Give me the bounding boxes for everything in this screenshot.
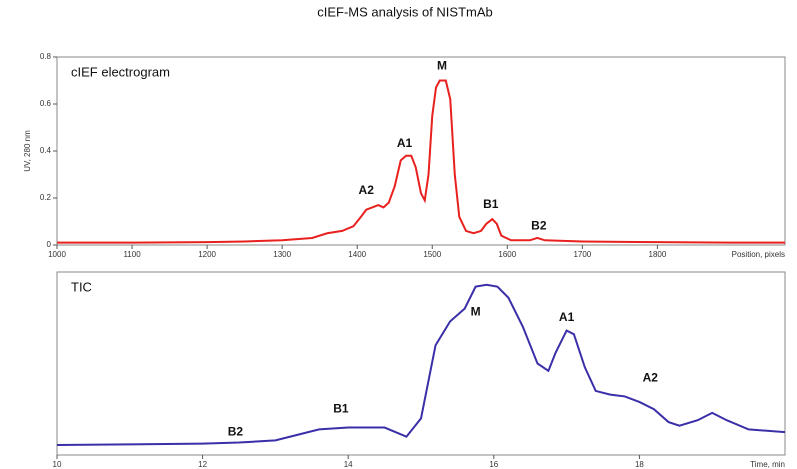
y-tick-label: 0.4 — [40, 146, 52, 155]
plot-frame — [56, 271, 786, 456]
x-tick-label: 1300 — [273, 250, 291, 259]
peak-label: M — [437, 59, 447, 73]
x-tick-label: 14 — [344, 460, 353, 469]
y-tick-label: 0.8 — [40, 52, 52, 61]
peak-label: B1 — [333, 401, 349, 415]
panel-label: cIEF electrogram — [71, 64, 170, 79]
x-tick-label: 1000 — [48, 250, 66, 259]
peak-label: A2 — [643, 370, 659, 384]
trace — [56, 283, 786, 446]
x-tick-label: 18 — [635, 460, 644, 469]
x-tick-label: 1400 — [348, 250, 366, 259]
x-tick-label: 1800 — [649, 250, 667, 259]
peak-label: A1 — [559, 310, 575, 324]
x-tick-label: 12 — [198, 460, 207, 469]
x-tick-label: 1100 — [123, 250, 141, 259]
x-tick-label: 1700 — [573, 250, 591, 259]
peak-label: A2 — [359, 183, 375, 197]
peak-label: B1 — [483, 197, 499, 211]
peak-label: M — [471, 304, 481, 318]
x-tick-label: 16 — [489, 460, 498, 469]
peak-label: B2 — [531, 218, 547, 232]
peak-label: B2 — [228, 424, 244, 438]
y-tick-label: 0.6 — [40, 99, 52, 108]
x-tick-label: 1500 — [423, 250, 441, 259]
x-tick-label: 10 — [53, 460, 62, 469]
peak-label: A1 — [397, 136, 413, 150]
y-axis-label: UV, 280 nm — [23, 130, 32, 172]
x-axis-label: Position, pixels — [732, 250, 785, 259]
y-tick-label: 0 — [47, 240, 52, 249]
x-axis-label: Time, min — [750, 460, 785, 469]
x-tick-label: 1200 — [198, 250, 216, 259]
figure-title: cIEF-MS analysis of NISTmAb — [317, 4, 493, 19]
plot-frame — [56, 56, 786, 246]
trace — [57, 79, 785, 244]
y-tick-label: 0.2 — [40, 193, 52, 202]
x-tick-label: 1600 — [498, 250, 516, 259]
panel-label: TIC — [71, 279, 92, 294]
